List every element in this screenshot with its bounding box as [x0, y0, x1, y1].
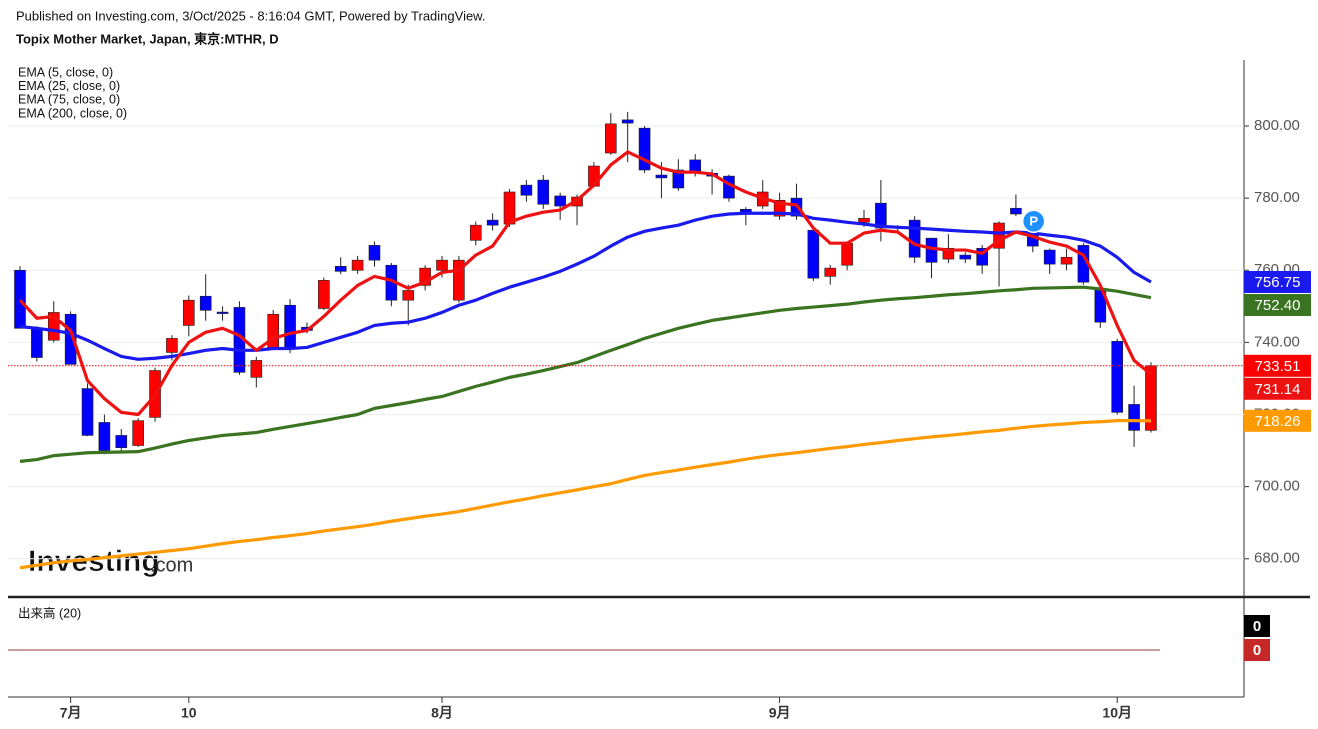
volume-average-label: 0	[1253, 642, 1261, 659]
candle-body	[250, 360, 263, 378]
ema-line	[19, 211, 1152, 361]
y-tick-label: 680.00	[1254, 550, 1300, 567]
candle-body	[318, 280, 330, 309]
candle-body	[773, 199, 786, 217]
ema-line	[19, 285, 1152, 463]
legend-entry: EMA (5, close, 0)	[18, 65, 113, 79]
candle-body	[942, 247, 955, 260]
candle-body	[453, 259, 465, 301]
candle-body	[402, 290, 415, 301]
candles	[14, 111, 1157, 455]
candle-body	[1111, 341, 1123, 413]
candle-body	[166, 338, 178, 353]
candle-body	[807, 229, 820, 279]
candle-body	[436, 259, 448, 271]
candle-body	[334, 265, 347, 272]
candle-body	[47, 312, 60, 341]
candle-body	[115, 435, 128, 448]
candle-body	[655, 174, 668, 179]
volume-title: 出来高 (20)	[18, 605, 81, 620]
legend-entry: EMA (200, close, 0)	[18, 106, 127, 120]
candle-body	[1145, 365, 1157, 431]
legend-entry: EMA (75, close, 0)	[18, 93, 120, 107]
legend-entry: EMA (25, close, 0)	[18, 79, 120, 93]
value-box	[1244, 293, 1311, 316]
ema-line	[19, 419, 1151, 570]
y-tick-label: 780.00	[1254, 189, 1300, 206]
x-tick-label: 10月	[1102, 705, 1132, 721]
candle-body	[14, 269, 26, 329]
published-note: Published on Investing.com, 3/Oct/2025 -…	[16, 8, 485, 23]
y-tick-label: 800.00	[1254, 117, 1300, 134]
ema-line	[18, 150, 1152, 417]
candle-body	[537, 179, 550, 205]
candle-body	[908, 219, 921, 258]
candle-body	[199, 295, 212, 311]
candle-body	[1010, 207, 1022, 215]
x-tick-label: 8月	[431, 705, 453, 721]
candle-body	[959, 254, 972, 260]
value-box-label: 733.51	[1255, 358, 1301, 375]
candle-body	[469, 224, 482, 241]
candle-body	[1043, 249, 1056, 265]
candle-body	[132, 420, 144, 446]
candle-body	[81, 388, 94, 436]
value-box	[1244, 409, 1311, 432]
marker-label: P	[1029, 214, 1038, 229]
x-tick-label: 10	[181, 705, 197, 721]
candle-body	[672, 169, 685, 189]
y-tick-label: 740.00	[1254, 333, 1300, 350]
candle-body	[841, 242, 853, 266]
candle-body	[875, 202, 887, 229]
y-tick-label: 700.00	[1254, 478, 1300, 495]
candle-body	[1128, 404, 1140, 431]
x-tick-label: 9月	[769, 705, 791, 721]
candle-body	[554, 195, 566, 207]
logo-suffix: .com	[150, 554, 193, 576]
candle-body	[368, 245, 381, 261]
logo-main: Investing	[28, 545, 160, 578]
candle-body	[351, 259, 364, 271]
instrument-title: Topix Mother Market, Japan, 東京:MTHR, D	[16, 31, 279, 46]
volume-average-box	[1244, 639, 1270, 661]
candle-body	[858, 218, 870, 223]
candle-body	[419, 267, 431, 286]
candle-body	[98, 422, 111, 451]
value-box	[1244, 270, 1311, 293]
value-box-label: 731.14	[1255, 381, 1301, 398]
candle-body	[976, 247, 988, 266]
candle-body	[1060, 256, 1073, 265]
candle-body	[486, 219, 499, 226]
candle-body	[31, 328, 43, 358]
candle-body	[638, 127, 651, 171]
candle-body	[689, 159, 702, 173]
volume-box	[1244, 615, 1270, 637]
candle-body	[284, 304, 296, 349]
candle-body	[520, 184, 533, 196]
candle-body	[183, 299, 195, 326]
candle-body	[993, 222, 1005, 249]
marker-badge	[1021, 209, 1046, 234]
value-box	[1244, 377, 1311, 400]
candle-body	[604, 123, 617, 154]
value-box-label: 752.40	[1255, 297, 1301, 314]
candle-body	[267, 313, 280, 349]
value-box	[1244, 354, 1311, 377]
candle-body	[824, 267, 837, 277]
value-box-label: 756.75	[1255, 274, 1301, 291]
value-box-label: 718.26	[1255, 413, 1301, 430]
x-tick-label: 7月	[60, 705, 82, 721]
volume-box-label: 0	[1253, 618, 1261, 635]
logo: Investing .com	[28, 545, 194, 579]
candle-body	[621, 119, 634, 124]
candle-body	[64, 313, 77, 365]
candle-body	[216, 311, 229, 314]
